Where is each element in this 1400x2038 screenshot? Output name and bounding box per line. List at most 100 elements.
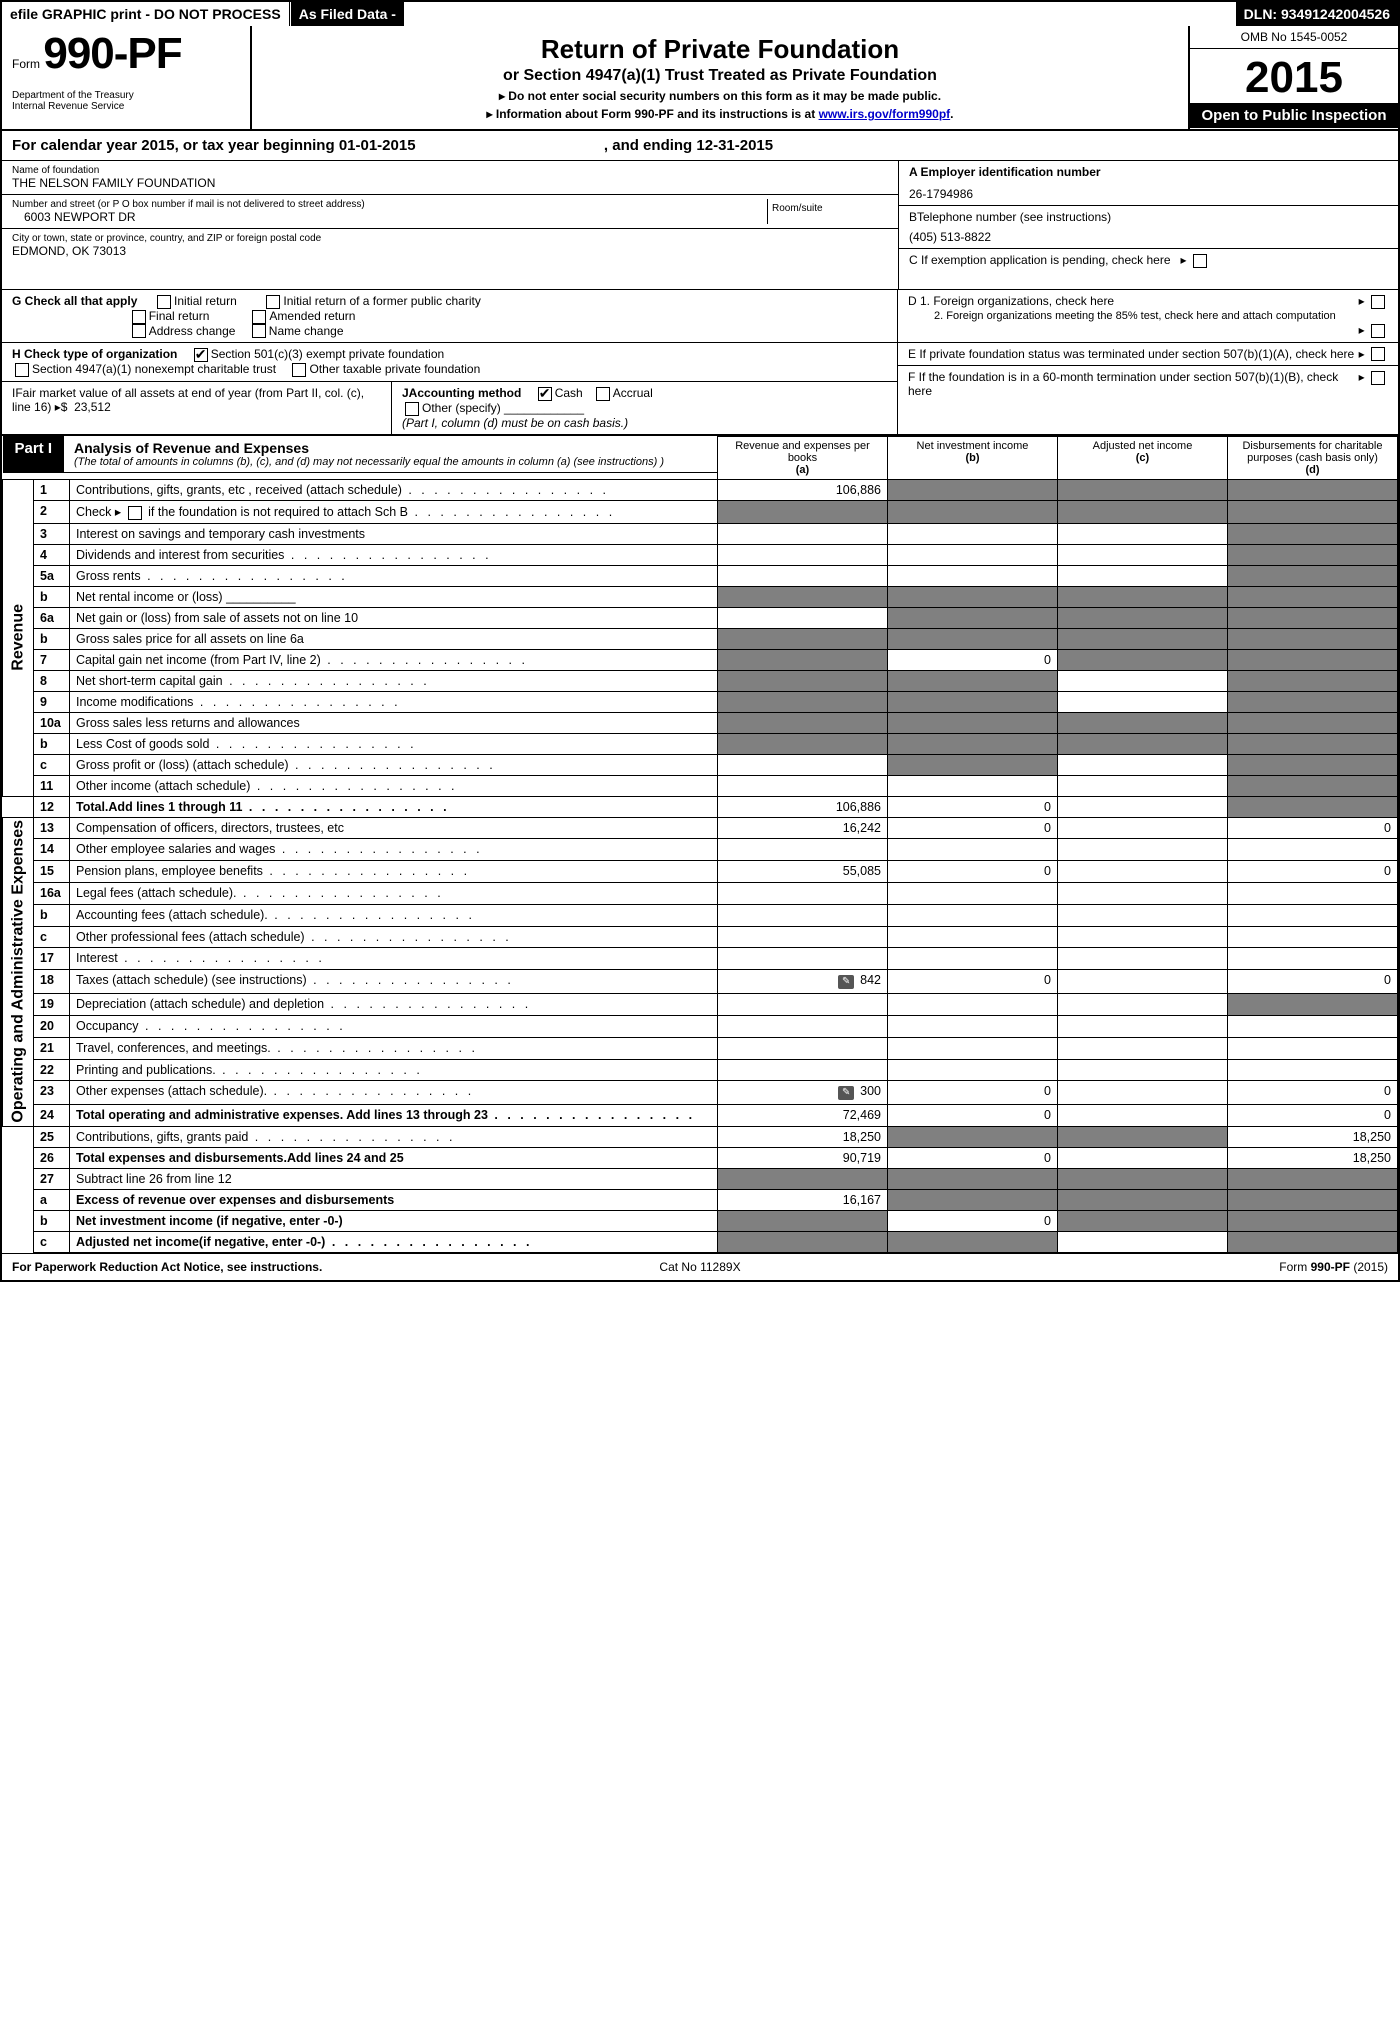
g-final-checkbox[interactable] <box>132 310 146 324</box>
omb-number: OMB No 1545-0052 <box>1190 26 1398 49</box>
f-checkbox[interactable] <box>1371 371 1385 385</box>
row-14: 14Other employee salaries and wages <box>3 839 1398 861</box>
part1-title: Analysis of Revenue and Expenses <box>74 440 707 456</box>
g-amended-checkbox[interactable] <box>252 310 266 324</box>
r1-a: 106,886 <box>718 479 888 500</box>
footer-center: Cat No 11289X <box>471 1260 930 1274</box>
desc-9: Income modifications <box>76 695 193 709</box>
row-6b: bGross sales price for all assets on lin… <box>3 628 1398 649</box>
h-4947-checkbox[interactable] <box>15 363 29 377</box>
desc-2-pre: Check ▸ <box>76 505 125 519</box>
ln-5b: b <box>34 586 70 607</box>
h-other-checkbox[interactable] <box>292 363 306 377</box>
attachment-icon[interactable]: ✎ <box>838 975 854 989</box>
row-16b: bAccounting fees (attach schedule). <box>3 904 1398 926</box>
desc-2: Check ▸ if the foundation is not require… <box>70 500 718 523</box>
attachment-icon[interactable]: ✎ <box>838 1086 854 1100</box>
f-label: F If the foundation is in a 60-month ter… <box>908 370 1358 398</box>
desc-10a: Gross sales less returns and allowances <box>70 712 718 733</box>
row-25: 25Contributions, gifts, grants paid18,25… <box>3 1127 1398 1148</box>
instructions-link[interactable]: www.irs.gov/form990pf <box>819 107 951 121</box>
g-name-checkbox[interactable] <box>252 324 266 338</box>
ln-1: 1 <box>34 479 70 500</box>
d1-row: D 1. Foreign organizations, check here 2… <box>898 290 1398 343</box>
h-501c3-checkbox[interactable] <box>194 348 208 362</box>
j-other: Other (specify) <box>422 401 501 415</box>
exemption-checkbox[interactable] <box>1193 254 1207 268</box>
g-address-checkbox[interactable] <box>132 324 146 338</box>
d2-checkbox[interactable] <box>1371 324 1385 338</box>
r24-b: 0 <box>888 1105 1058 1127</box>
col-c-header: Adjusted net income(c) <box>1058 436 1228 479</box>
row-15: 15Pension plans, employee benefits55,085… <box>3 861 1398 883</box>
expenses-vlabel: Operating and Administrative Expenses <box>3 817 34 1127</box>
note2-pre: ▸ Information about Form 990-PF and its … <box>487 107 819 121</box>
h-opt-2: Section 4947(a)(1) nonexempt charitable … <box>32 362 276 376</box>
desc-27c: Adjusted net income(if negative, enter -… <box>76 1235 325 1249</box>
identity-right: A Employer identification number 26-1794… <box>898 161 1398 289</box>
ln-19: 19 <box>34 994 70 1016</box>
ln-22: 22 <box>34 1059 70 1081</box>
efile-notice: efile GRAPHIC print - DO NOT PROCESS <box>2 2 290 26</box>
row-27a: aExcess of revenue over expenses and dis… <box>3 1190 1398 1211</box>
ln-27b: b <box>34 1211 70 1232</box>
row-10c: cGross profit or (loss) (attach schedule… <box>3 754 1398 775</box>
g-opt-5: Name change <box>269 324 344 338</box>
city-value: EDMOND, OK 73013 <box>12 244 888 258</box>
row-21: 21Travel, conferences, and meetings. <box>3 1037 1398 1059</box>
col-b-text: Net investment income <box>917 440 1029 452</box>
as-filed-label: As Filed Data - <box>290 2 405 26</box>
e-row: E If private foundation status was termi… <box>898 343 1398 367</box>
ghij-right: D 1. Foreign organizations, check here 2… <box>898 290 1398 434</box>
row-22: 22Printing and publications. <box>3 1059 1398 1081</box>
form-word: Form <box>12 57 40 71</box>
row-16c: cOther professional fees (attach schedul… <box>3 926 1398 948</box>
row-17: 17Interest <box>3 948 1398 970</box>
g-initial-checkbox[interactable] <box>157 295 171 309</box>
ln-23: 23 <box>34 1081 70 1105</box>
r13-a: 16,242 <box>718 817 888 839</box>
city-cell: City or town, state or province, country… <box>2 229 898 289</box>
desc-27a: Excess of revenue over expenses and disb… <box>70 1190 718 1211</box>
row-23: 23Other expenses (attach schedule).✎3000… <box>3 1081 1398 1105</box>
ln-18: 18 <box>34 970 70 994</box>
j-accrual-checkbox[interactable] <box>596 387 610 401</box>
col-c-tag: (c) <box>1136 452 1149 464</box>
cal-mid: , and ending <box>604 137 697 154</box>
col-d-tag: (d) <box>1305 464 1319 476</box>
top-strip: efile GRAPHIC print - DO NOT PROCESS As … <box>2 2 1398 26</box>
ln-10c: c <box>34 754 70 775</box>
j-other-checkbox[interactable] <box>405 402 419 416</box>
form-page: efile GRAPHIC print - DO NOT PROCESS As … <box>0 0 1400 1282</box>
row-12: 12Total.Add lines 1 through 11106,8860 <box>3 796 1398 817</box>
room-label: Room/suite <box>768 199 888 218</box>
identity-left: Name of foundation THE NELSON FAMILY FOU… <box>2 161 898 289</box>
h-opt-3: Other taxable private foundation <box>309 362 480 376</box>
col-b-tag: (b) <box>965 452 979 464</box>
ln-10a: 10a <box>34 712 70 733</box>
r18-d: 0 <box>1228 970 1398 994</box>
col-c-text: Adjusted net income <box>1093 440 1193 452</box>
top-blank <box>405 2 1236 26</box>
g-initial-former-checkbox[interactable] <box>266 295 280 309</box>
row-27: 27Subtract line 26 from line 12 <box>3 1169 1398 1190</box>
ln-15: 15 <box>34 861 70 883</box>
street-address: 6003 NEWPORT DR <box>12 210 767 224</box>
r15-b: 0 <box>888 861 1058 883</box>
col-a-text: Revenue and expenses per books <box>735 440 870 464</box>
ln-16c: c <box>34 926 70 948</box>
schb-checkbox[interactable] <box>128 506 142 520</box>
col-a-header: Revenue and expenses per books(a) <box>718 436 888 479</box>
e-checkbox[interactable] <box>1371 347 1385 361</box>
d1-checkbox[interactable] <box>1371 295 1385 309</box>
g-opt-1: Initial return of a former public charit… <box>283 294 480 308</box>
desc-4: Dividends and interest from securities <box>76 548 284 562</box>
street-cell: Number and street (or P O box number if … <box>12 199 768 224</box>
row-24: 24Total operating and administrative exp… <box>3 1105 1398 1127</box>
row-18: 18Taxes (attach schedule) (see instructi… <box>3 970 1398 994</box>
dln-value: 93491242004526 <box>1281 6 1390 22</box>
r26-a: 90,719 <box>718 1148 888 1169</box>
j-cash-checkbox[interactable] <box>538 387 552 401</box>
form-title: Return of Private Foundation <box>272 34 1168 65</box>
desc-15: Pension plans, employee benefits <box>76 864 263 878</box>
